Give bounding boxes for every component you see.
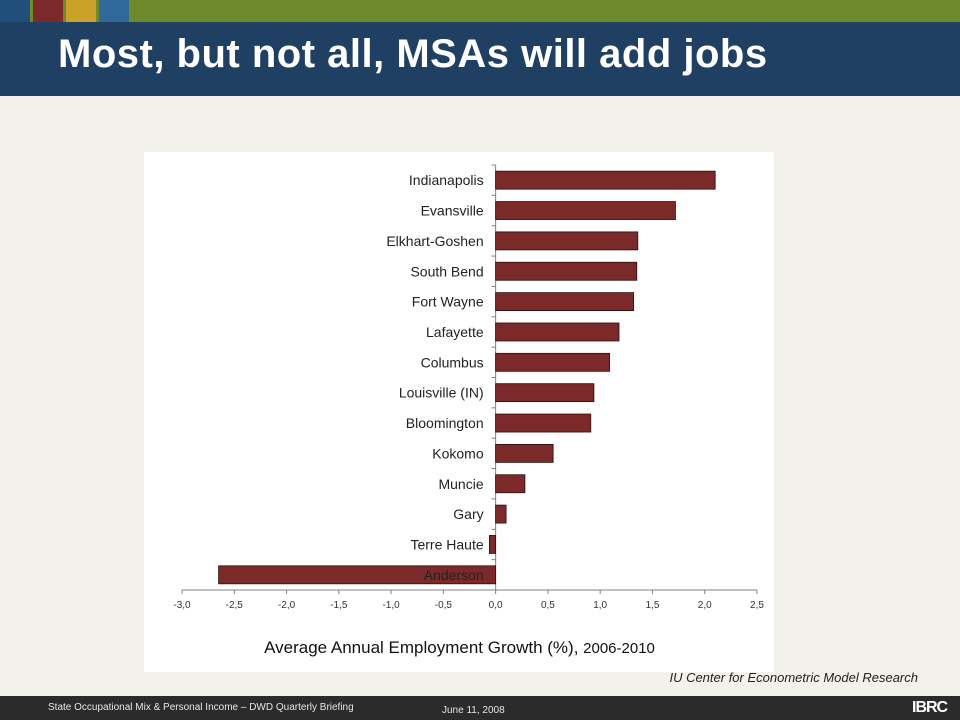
footer-date: June 11, 2008 xyxy=(442,705,505,716)
category-label: South Bend xyxy=(410,263,483,279)
bar xyxy=(495,352,610,372)
x-tick-label: 0,0 xyxy=(489,600,503,611)
category-label: Columbus xyxy=(421,354,484,370)
category-label: Louisville (IN) xyxy=(399,385,484,401)
category-label: Indianapolis xyxy=(409,172,484,188)
slide-title: Most, but not all, MSAs will add jobs xyxy=(58,32,768,76)
bar xyxy=(495,383,595,403)
x-tick-label: -0,5 xyxy=(435,600,453,611)
top-accent-strip xyxy=(0,0,960,22)
source-credit: IU Center for Econometric Model Research xyxy=(669,670,918,685)
category-label: Kokomo xyxy=(432,445,484,461)
x-tick-label: 1,0 xyxy=(593,600,607,611)
bar xyxy=(488,535,497,554)
bar xyxy=(218,565,497,585)
footer-bar xyxy=(0,696,960,720)
x-tick-label: -2,0 xyxy=(278,600,296,611)
accent-square-steel xyxy=(99,0,129,22)
category-label: Fort Wayne xyxy=(412,294,484,310)
accent-square-red xyxy=(33,0,63,22)
bar xyxy=(495,292,635,312)
x-axis-title-main: Average Annual Employment Growth (%), xyxy=(264,638,583,657)
chart-panel: -3,0 -2,5 -2,0 -1,5 -1,0 -0,5 0,0 0,5 1,0 1,5 2,0 2… xyxy=(144,152,774,672)
category-label: Lafayette xyxy=(426,324,484,340)
category-label: Gary xyxy=(453,506,483,522)
category-label: Anderson xyxy=(424,567,484,583)
bar xyxy=(495,201,676,220)
bar xyxy=(495,504,507,524)
footer-briefing-title: State Occupational Mix & Personal Income… xyxy=(48,702,354,713)
ibrc-logo: IBRC xyxy=(912,699,948,716)
x-axis-title-years: 2006-2010 xyxy=(583,640,655,657)
x-tick-label: -3,0 xyxy=(173,600,191,611)
category-label: Evansville xyxy=(421,203,484,219)
employment-growth-chart: -3,0 -2,5 -2,0 -1,5 -1,0 -0,5 0,0 0,5 1,0 1,5 2,0 2… xyxy=(173,164,764,657)
bar xyxy=(495,413,592,433)
category-label: Terre Haute xyxy=(410,536,483,552)
accent-square-gold xyxy=(66,0,96,22)
x-tick-label: -2,5 xyxy=(226,600,244,611)
bar xyxy=(495,443,554,463)
bar xyxy=(495,322,620,342)
bar xyxy=(495,261,638,281)
x-axis-title: Average Annual Employment Growth (%), 20… xyxy=(264,638,655,657)
category-label: Bloomington xyxy=(406,415,484,431)
title-bar xyxy=(0,22,960,96)
x-tick-label: 2,0 xyxy=(698,600,712,611)
accent-square-blue xyxy=(0,0,30,22)
category-label: Elkhart-Goshen xyxy=(386,233,483,249)
x-tick-label: -1,5 xyxy=(330,600,348,611)
bar xyxy=(495,231,639,251)
bar xyxy=(495,170,716,190)
x-tick-label: -1,0 xyxy=(382,600,400,611)
x-tick-label: 2,5 xyxy=(750,600,764,611)
bar xyxy=(495,474,526,494)
x-tick-label: 0,5 xyxy=(541,600,555,611)
category-label: Muncie xyxy=(438,476,483,492)
x-tick-label: 1,5 xyxy=(646,600,660,611)
